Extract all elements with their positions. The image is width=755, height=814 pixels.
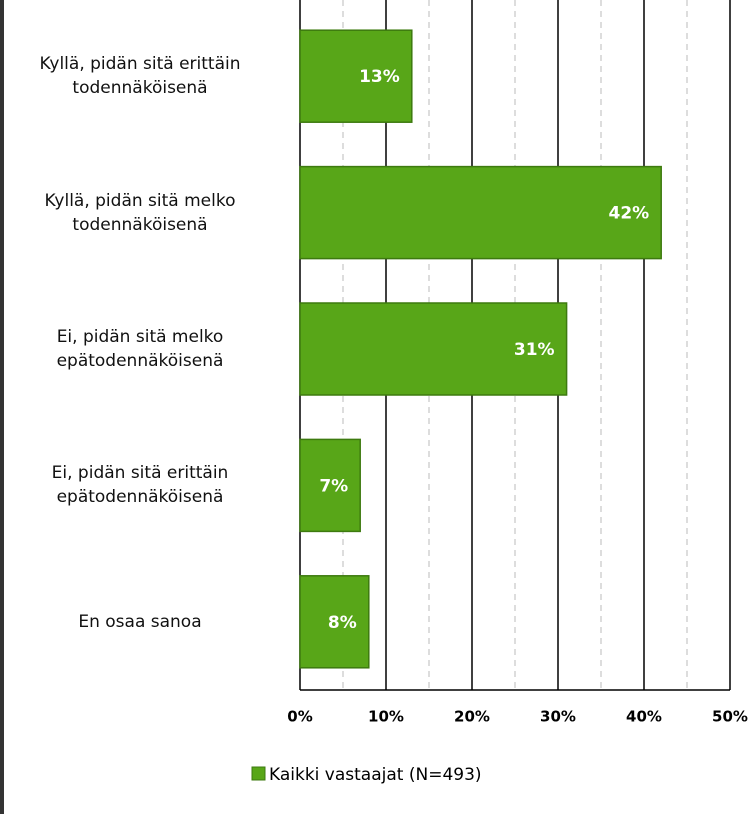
bar [299,29,413,123]
x-tick-label: 20% [454,708,490,726]
category-label: En osaa sanoa [78,611,202,632]
value-label: 8% [328,613,357,633]
value-label: 31% [514,340,555,360]
bar [299,575,370,669]
left-border [0,0,4,814]
x-tick-label: 30% [540,708,576,726]
category-label: Kyllä, pidän sitä erittäin todennäköisen… [39,54,241,99]
bar [299,302,568,396]
bar [299,165,662,260]
x-tick-label: 40% [626,708,662,726]
bar [299,438,361,533]
legend-swatch [251,766,266,781]
x-tick-label: 10% [368,708,404,726]
value-label: 42% [608,204,649,224]
x-tick-label: 0% [287,708,312,726]
x-tick-label: 50% [712,708,748,726]
value-label: 7% [319,476,348,496]
value-label: 13% [359,67,400,87]
legend-label: Kaikki vastaajat (N=493) [269,765,482,785]
category-label: Kyllä, pidän sitä melko todennäköisenä [44,190,236,235]
category-label: Ei, pidän sitä erittäin epätodennäköisen… [51,463,229,508]
category-label: Ei, pidän sitä melko epätodennäköisenä [56,327,224,371]
